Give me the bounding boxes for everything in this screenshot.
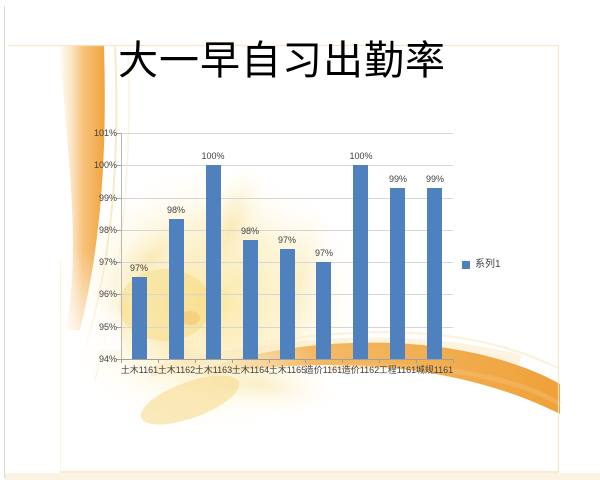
- x-axis-line: [121, 359, 453, 360]
- x-axis-tick: [453, 359, 454, 363]
- legend-series-label: 系列1: [475, 259, 501, 270]
- x-axis-tick: [342, 359, 343, 363]
- category-label: 造价1162: [341, 365, 380, 375]
- bar[interactable]: [316, 262, 331, 359]
- y-axis-tick: [117, 133, 121, 134]
- bar-data-label: 97%: [129, 263, 148, 273]
- bar[interactable]: [132, 277, 147, 359]
- bar-data-label: 100%: [349, 151, 373, 161]
- bar[interactable]: [280, 249, 295, 359]
- bar-data-label: 100%: [201, 151, 225, 161]
- x-axis-tick: [379, 359, 380, 363]
- bar-data-label: 98%: [240, 226, 259, 236]
- y-axis-tick: [117, 198, 121, 199]
- y-axis-tick-label: 97%: [98, 257, 117, 267]
- chart-legend[interactable]: 系列1: [462, 258, 501, 272]
- bar-data-label: 99%: [388, 174, 407, 184]
- x-axis-tick: [232, 359, 233, 363]
- y-axis-tick-label: 95%: [98, 322, 117, 332]
- x-axis-tick: [121, 359, 122, 363]
- bar[interactable]: [353, 165, 368, 359]
- category-label: 土木1164: [231, 365, 270, 375]
- y-axis-line: [121, 133, 122, 363]
- category-label: 土木1165: [268, 365, 307, 375]
- x-axis-tick: [195, 359, 196, 363]
- bar[interactable]: [206, 165, 221, 359]
- y-axis-tick-label: 96%: [98, 289, 117, 299]
- bar[interactable]: [427, 188, 442, 359]
- y-axis-tick: [117, 262, 121, 263]
- bar-data-label: 98%: [166, 205, 185, 215]
- x-axis-tick: [416, 359, 417, 363]
- y-axis-tick: [117, 165, 121, 166]
- legend-color-swatch: [462, 261, 470, 269]
- bar-data-label: 97%: [277, 235, 296, 245]
- y-axis-tick: [117, 230, 121, 231]
- bar-data-label: 99%: [425, 174, 444, 184]
- gridline: [121, 165, 453, 166]
- y-axis-tick: [117, 359, 121, 360]
- category-label: 城规1161: [415, 365, 454, 375]
- y-axis-tick-label: 94%: [98, 354, 117, 364]
- y-axis-tick-label: 101%: [93, 128, 117, 138]
- y-axis-tick: [117, 327, 121, 328]
- x-axis-tick: [158, 359, 159, 363]
- bar[interactable]: [243, 240, 258, 359]
- bar-data-label: 97%: [314, 248, 333, 258]
- y-axis-tick-label: 98%: [98, 225, 117, 235]
- category-label: 土木1161: [120, 365, 159, 375]
- gridline: [121, 198, 453, 199]
- slide-title[interactable]: 大一早自习出勤率: [118, 38, 446, 84]
- y-axis-tick: [117, 294, 121, 295]
- x-axis-tick: [305, 359, 306, 363]
- category-label: 造价1161: [304, 365, 343, 375]
- gridline: [121, 230, 453, 231]
- category-label: 工程1161: [378, 365, 417, 375]
- gridline: [121, 133, 453, 134]
- category-label: 土木1163: [194, 365, 233, 375]
- x-axis-tick: [269, 359, 270, 363]
- y-axis-tick-label: 99%: [98, 193, 117, 203]
- bar[interactable]: [169, 219, 184, 359]
- bar[interactable]: [390, 188, 405, 359]
- category-label: 土木1162: [157, 365, 196, 375]
- y-axis-tick-label: 100%: [93, 160, 117, 170]
